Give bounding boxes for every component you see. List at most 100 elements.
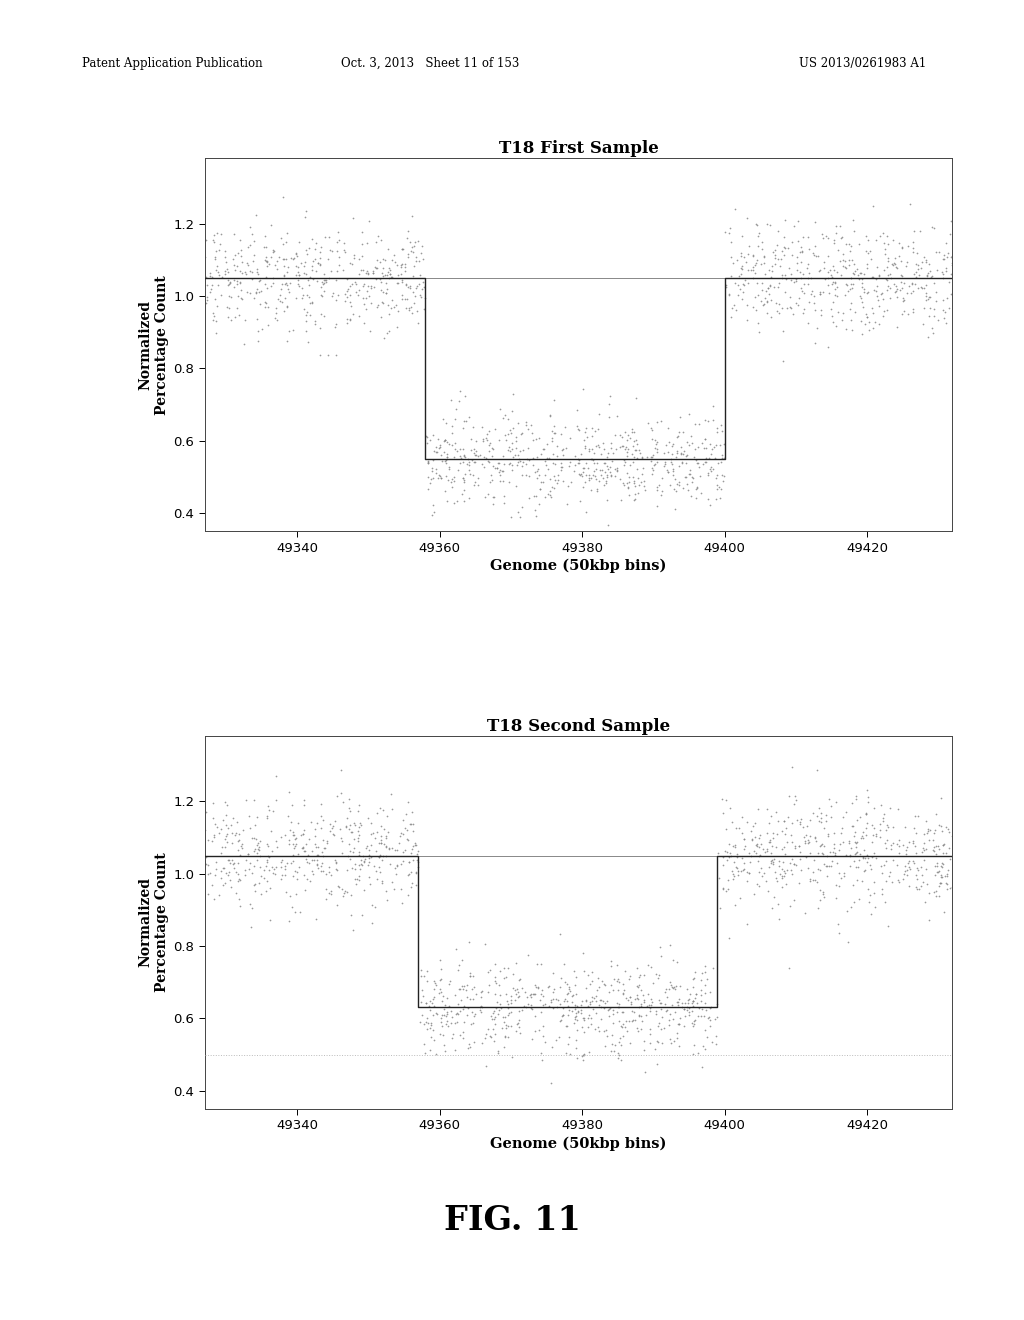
Point bbox=[438, 450, 455, 471]
Point bbox=[370, 869, 386, 890]
Point bbox=[712, 434, 728, 455]
Point bbox=[828, 887, 845, 908]
Point bbox=[408, 874, 424, 895]
Point bbox=[464, 1001, 480, 1022]
Point bbox=[622, 428, 638, 449]
Point bbox=[351, 859, 368, 880]
Point bbox=[831, 840, 848, 861]
Point bbox=[622, 1032, 638, 1053]
Point bbox=[558, 1043, 574, 1064]
Point bbox=[410, 843, 426, 865]
Point bbox=[222, 869, 239, 890]
Point bbox=[929, 853, 945, 874]
Point bbox=[618, 446, 635, 467]
Point bbox=[345, 304, 361, 325]
Point bbox=[841, 234, 857, 255]
Point bbox=[514, 440, 530, 461]
Point bbox=[307, 818, 324, 840]
Point bbox=[298, 851, 314, 873]
Point bbox=[820, 282, 837, 304]
Point bbox=[810, 898, 826, 919]
Point bbox=[203, 279, 219, 300]
Point bbox=[597, 1035, 613, 1056]
Point bbox=[531, 1019, 548, 1040]
Point bbox=[554, 1006, 570, 1027]
Point bbox=[505, 446, 521, 467]
Point bbox=[481, 434, 498, 455]
Point bbox=[598, 473, 614, 494]
Point bbox=[673, 437, 689, 458]
Point bbox=[370, 803, 386, 824]
Point bbox=[360, 867, 377, 888]
Point bbox=[914, 314, 931, 335]
Point bbox=[252, 830, 268, 851]
Point bbox=[660, 1015, 677, 1036]
Point bbox=[942, 247, 958, 268]
Point bbox=[341, 797, 357, 818]
Point bbox=[511, 969, 527, 990]
Point bbox=[591, 403, 607, 424]
Point bbox=[247, 880, 263, 902]
Point bbox=[289, 862, 305, 883]
Point bbox=[213, 836, 229, 857]
Point bbox=[279, 275, 295, 296]
Point bbox=[714, 788, 730, 809]
Point bbox=[820, 825, 837, 846]
Point bbox=[298, 834, 314, 855]
Point bbox=[829, 285, 846, 306]
Point bbox=[636, 989, 652, 1010]
Point bbox=[427, 462, 443, 483]
Point bbox=[237, 309, 253, 330]
Point bbox=[248, 281, 264, 302]
Point bbox=[893, 304, 909, 325]
Point bbox=[256, 236, 272, 257]
Point bbox=[482, 471, 499, 492]
Point bbox=[361, 851, 378, 873]
Text: FIG. 11: FIG. 11 bbox=[443, 1204, 581, 1238]
Point bbox=[837, 249, 853, 271]
Point bbox=[788, 271, 805, 292]
Point bbox=[392, 879, 409, 900]
Point bbox=[568, 983, 585, 1005]
Point bbox=[596, 453, 612, 474]
Point bbox=[888, 281, 904, 302]
Point bbox=[929, 861, 945, 882]
Point bbox=[926, 841, 942, 862]
Point bbox=[334, 879, 350, 900]
Point bbox=[310, 252, 327, 273]
Point bbox=[919, 810, 935, 832]
Point bbox=[222, 876, 239, 898]
Point bbox=[251, 271, 267, 292]
Point bbox=[357, 288, 374, 309]
Point bbox=[835, 244, 851, 265]
Point bbox=[943, 284, 959, 305]
Point bbox=[671, 1014, 687, 1035]
Point bbox=[544, 1038, 560, 1059]
Point bbox=[555, 470, 571, 491]
Point bbox=[579, 989, 595, 1010]
Point bbox=[631, 966, 647, 987]
Point bbox=[245, 251, 261, 272]
Point bbox=[567, 1038, 584, 1059]
Point bbox=[852, 843, 868, 865]
Point bbox=[360, 285, 377, 306]
Point bbox=[710, 421, 726, 442]
Point bbox=[921, 289, 937, 310]
Point bbox=[287, 861, 303, 882]
Point bbox=[327, 810, 343, 832]
Point bbox=[634, 463, 650, 484]
Point bbox=[630, 989, 646, 1010]
Point bbox=[602, 385, 618, 407]
Point bbox=[542, 484, 558, 506]
Point bbox=[767, 244, 783, 265]
Point bbox=[758, 280, 774, 301]
Point bbox=[800, 313, 816, 334]
Point bbox=[603, 465, 620, 486]
Point bbox=[543, 486, 559, 507]
Point bbox=[912, 875, 929, 896]
Point bbox=[278, 232, 294, 253]
Point bbox=[213, 867, 229, 888]
Point bbox=[208, 310, 224, 331]
Point bbox=[650, 989, 667, 1010]
Point bbox=[889, 286, 905, 308]
